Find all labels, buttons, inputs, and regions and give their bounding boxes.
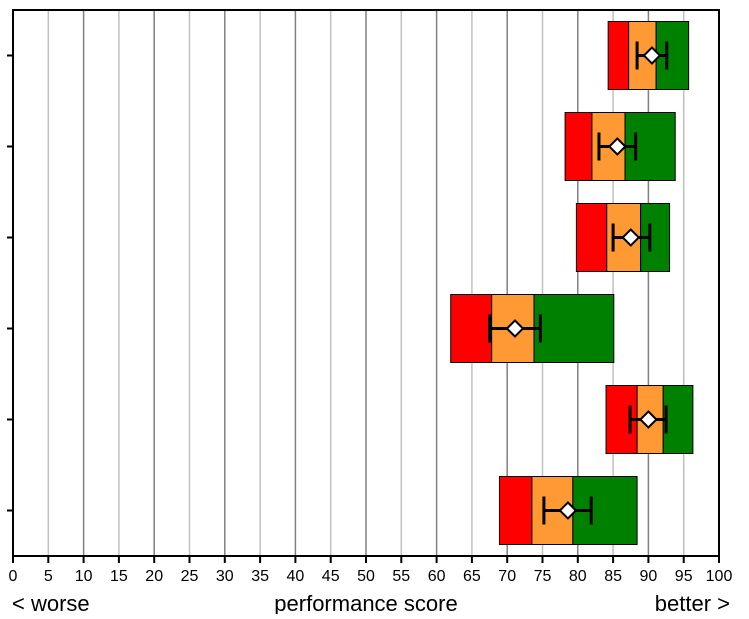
mean-marker xyxy=(621,228,641,247)
mean-marker xyxy=(558,501,578,520)
bar-segment-red xyxy=(450,294,493,363)
x-tick-label: 35 xyxy=(251,568,269,585)
mean-marker xyxy=(505,319,525,338)
x-tick-label: 25 xyxy=(181,568,199,585)
x-tick-label: 15 xyxy=(110,568,128,585)
x-tick-label: 30 xyxy=(216,568,234,585)
bar-segment-red xyxy=(564,112,593,181)
mean-marker xyxy=(642,46,662,65)
x-tick-label: 5 xyxy=(44,568,53,585)
bar-segment-green xyxy=(533,294,615,363)
x-tick-label: 50 xyxy=(357,568,375,585)
x-tick-label: 55 xyxy=(392,568,410,585)
x-tick-label: 75 xyxy=(534,568,552,585)
x-tick-label: 95 xyxy=(675,568,693,585)
bar-segment-red xyxy=(607,21,630,90)
x-tick-label: 10 xyxy=(75,568,93,585)
x-tick-label: 100 xyxy=(706,568,733,585)
x-tick-label: 60 xyxy=(428,568,446,585)
x-tick-label: 80 xyxy=(569,568,587,585)
x-tick-label: 70 xyxy=(498,568,516,585)
bar-segment-green xyxy=(662,385,694,454)
x-tick-label: 45 xyxy=(322,568,340,585)
bars-layer xyxy=(450,21,694,545)
axis-layer: 0 5 10 15 20 25 30 35 40 45 50 55 60 65 70 75 80 85 90 95 10… xyxy=(7,9,733,585)
bar-segment-red xyxy=(575,203,608,272)
mean-marker xyxy=(638,410,658,429)
x-tick-label: 85 xyxy=(604,568,622,585)
x-tick-label: 65 xyxy=(463,568,481,585)
x-tick-label: 40 xyxy=(287,568,305,585)
x-tick-label: 20 xyxy=(145,568,163,585)
mean-marker xyxy=(607,137,627,156)
x-tick-label: 90 xyxy=(640,568,658,585)
grid-layer xyxy=(47,10,685,556)
x-tick-label: 0 xyxy=(9,568,18,585)
x-label-worse: < worse xyxy=(12,591,90,614)
x-axis-label: performance score xyxy=(274,591,457,614)
bar-segment-red xyxy=(498,476,533,545)
error-bars-layer xyxy=(488,41,669,525)
x-label-better: better > xyxy=(655,591,730,614)
